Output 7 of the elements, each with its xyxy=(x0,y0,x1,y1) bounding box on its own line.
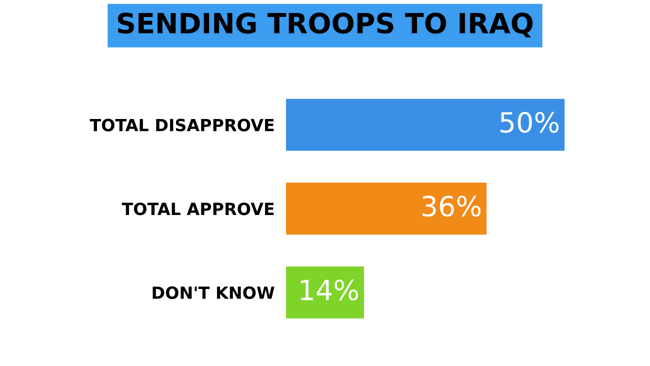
y-tick-label: DON'T KNOW xyxy=(152,286,274,300)
y-tick-label: TOTAL APPROVE xyxy=(122,202,274,216)
data-label: 14% xyxy=(300,279,358,300)
chart-title: SENDING TROOPS TO IRAQ xyxy=(118,12,533,38)
data-label: 36% xyxy=(422,196,481,217)
y-tick-label: TOTAL DISAPPROVE xyxy=(90,118,274,132)
data-label: 50% xyxy=(500,112,559,133)
